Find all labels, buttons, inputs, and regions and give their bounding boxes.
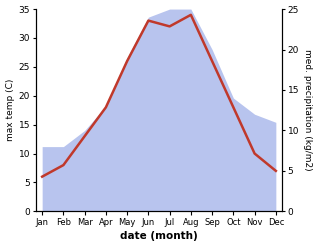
X-axis label: date (month): date (month) (120, 231, 198, 242)
Y-axis label: max temp (C): max temp (C) (5, 79, 15, 141)
Y-axis label: med. precipitation (kg/m2): med. precipitation (kg/m2) (303, 49, 313, 171)
